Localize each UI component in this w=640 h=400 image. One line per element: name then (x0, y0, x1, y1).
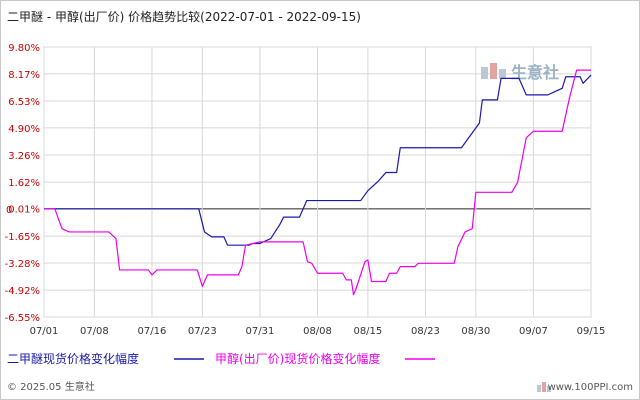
series-line-0 (44, 74, 592, 246)
series-line-1 (44, 69, 591, 296)
x-tick-label: 09/07 (519, 326, 548, 337)
x-tick-label: 09/15 (577, 326, 606, 337)
x-tick-label: 07/31 (246, 326, 275, 337)
y-axis: 9.80% 8.17% 6.53% 4.90% 3.26% 1.62% 0.01% -1.65… (5, 43, 40, 324)
chart-title: 二甲醚 - 甲醇(出厂价) 价格趋势比较(2022-07-01 - 2022-0… (7, 9, 361, 24)
grid-layer (43, 46, 592, 318)
footer-site-link[interactable]: www.100PPI.com (548, 382, 633, 393)
y-tick-label: 8.17% (8, 70, 40, 81)
x-tick-label: 08/30 (461, 326, 490, 337)
y-tick-label: 6.53% (8, 97, 40, 108)
x-tick-label: 08/15 (353, 326, 382, 337)
site-logo-icon (537, 382, 551, 392)
y-tick-label: -4.92% (5, 286, 40, 297)
x-tick-label: 07/23 (188, 326, 217, 337)
y-zero-label: 0 (6, 205, 12, 216)
legend: 二甲醚现货价格变化幅度 甲醇(出厂价)现货价格变化幅度 (7, 351, 435, 366)
y-tick-label: -6.55% (5, 313, 40, 324)
legend-label-methanol: 甲醇(出厂价)现货价格变化幅度 (215, 351, 380, 366)
footer-copyright: © 2025.05 生意社 (7, 380, 95, 393)
legend-label-dme: 二甲醚现货价格变化幅度 (7, 351, 139, 366)
series-layer (44, 69, 592, 296)
y-tick-label: 9.80% (8, 43, 40, 54)
x-axis: 07/01 07/08 07/16 07/23 07/31 08/08 08/15 08/23… (30, 326, 606, 337)
watermark-text: 生意社 (511, 63, 559, 82)
y-tick-label: 0.01% (8, 205, 40, 216)
y-tick-label: -1.65% (5, 232, 40, 243)
x-tick-label: 07/01 (30, 326, 59, 337)
watermark-logo-icon (481, 63, 506, 79)
y-tick-label: 4.90% (8, 124, 40, 135)
x-tick-label: 07/08 (80, 326, 109, 337)
x-tick-label: 08/08 (303, 326, 332, 337)
y-tick-label: -3.28% (5, 259, 40, 270)
x-tick-label: 08/23 (411, 326, 440, 337)
y-tick-label: 3.26% (8, 151, 40, 162)
watermark: 生意社 (481, 63, 559, 82)
x-tick-label: 07/16 (138, 326, 167, 337)
y-tick-label: 1.62% (8, 178, 40, 189)
